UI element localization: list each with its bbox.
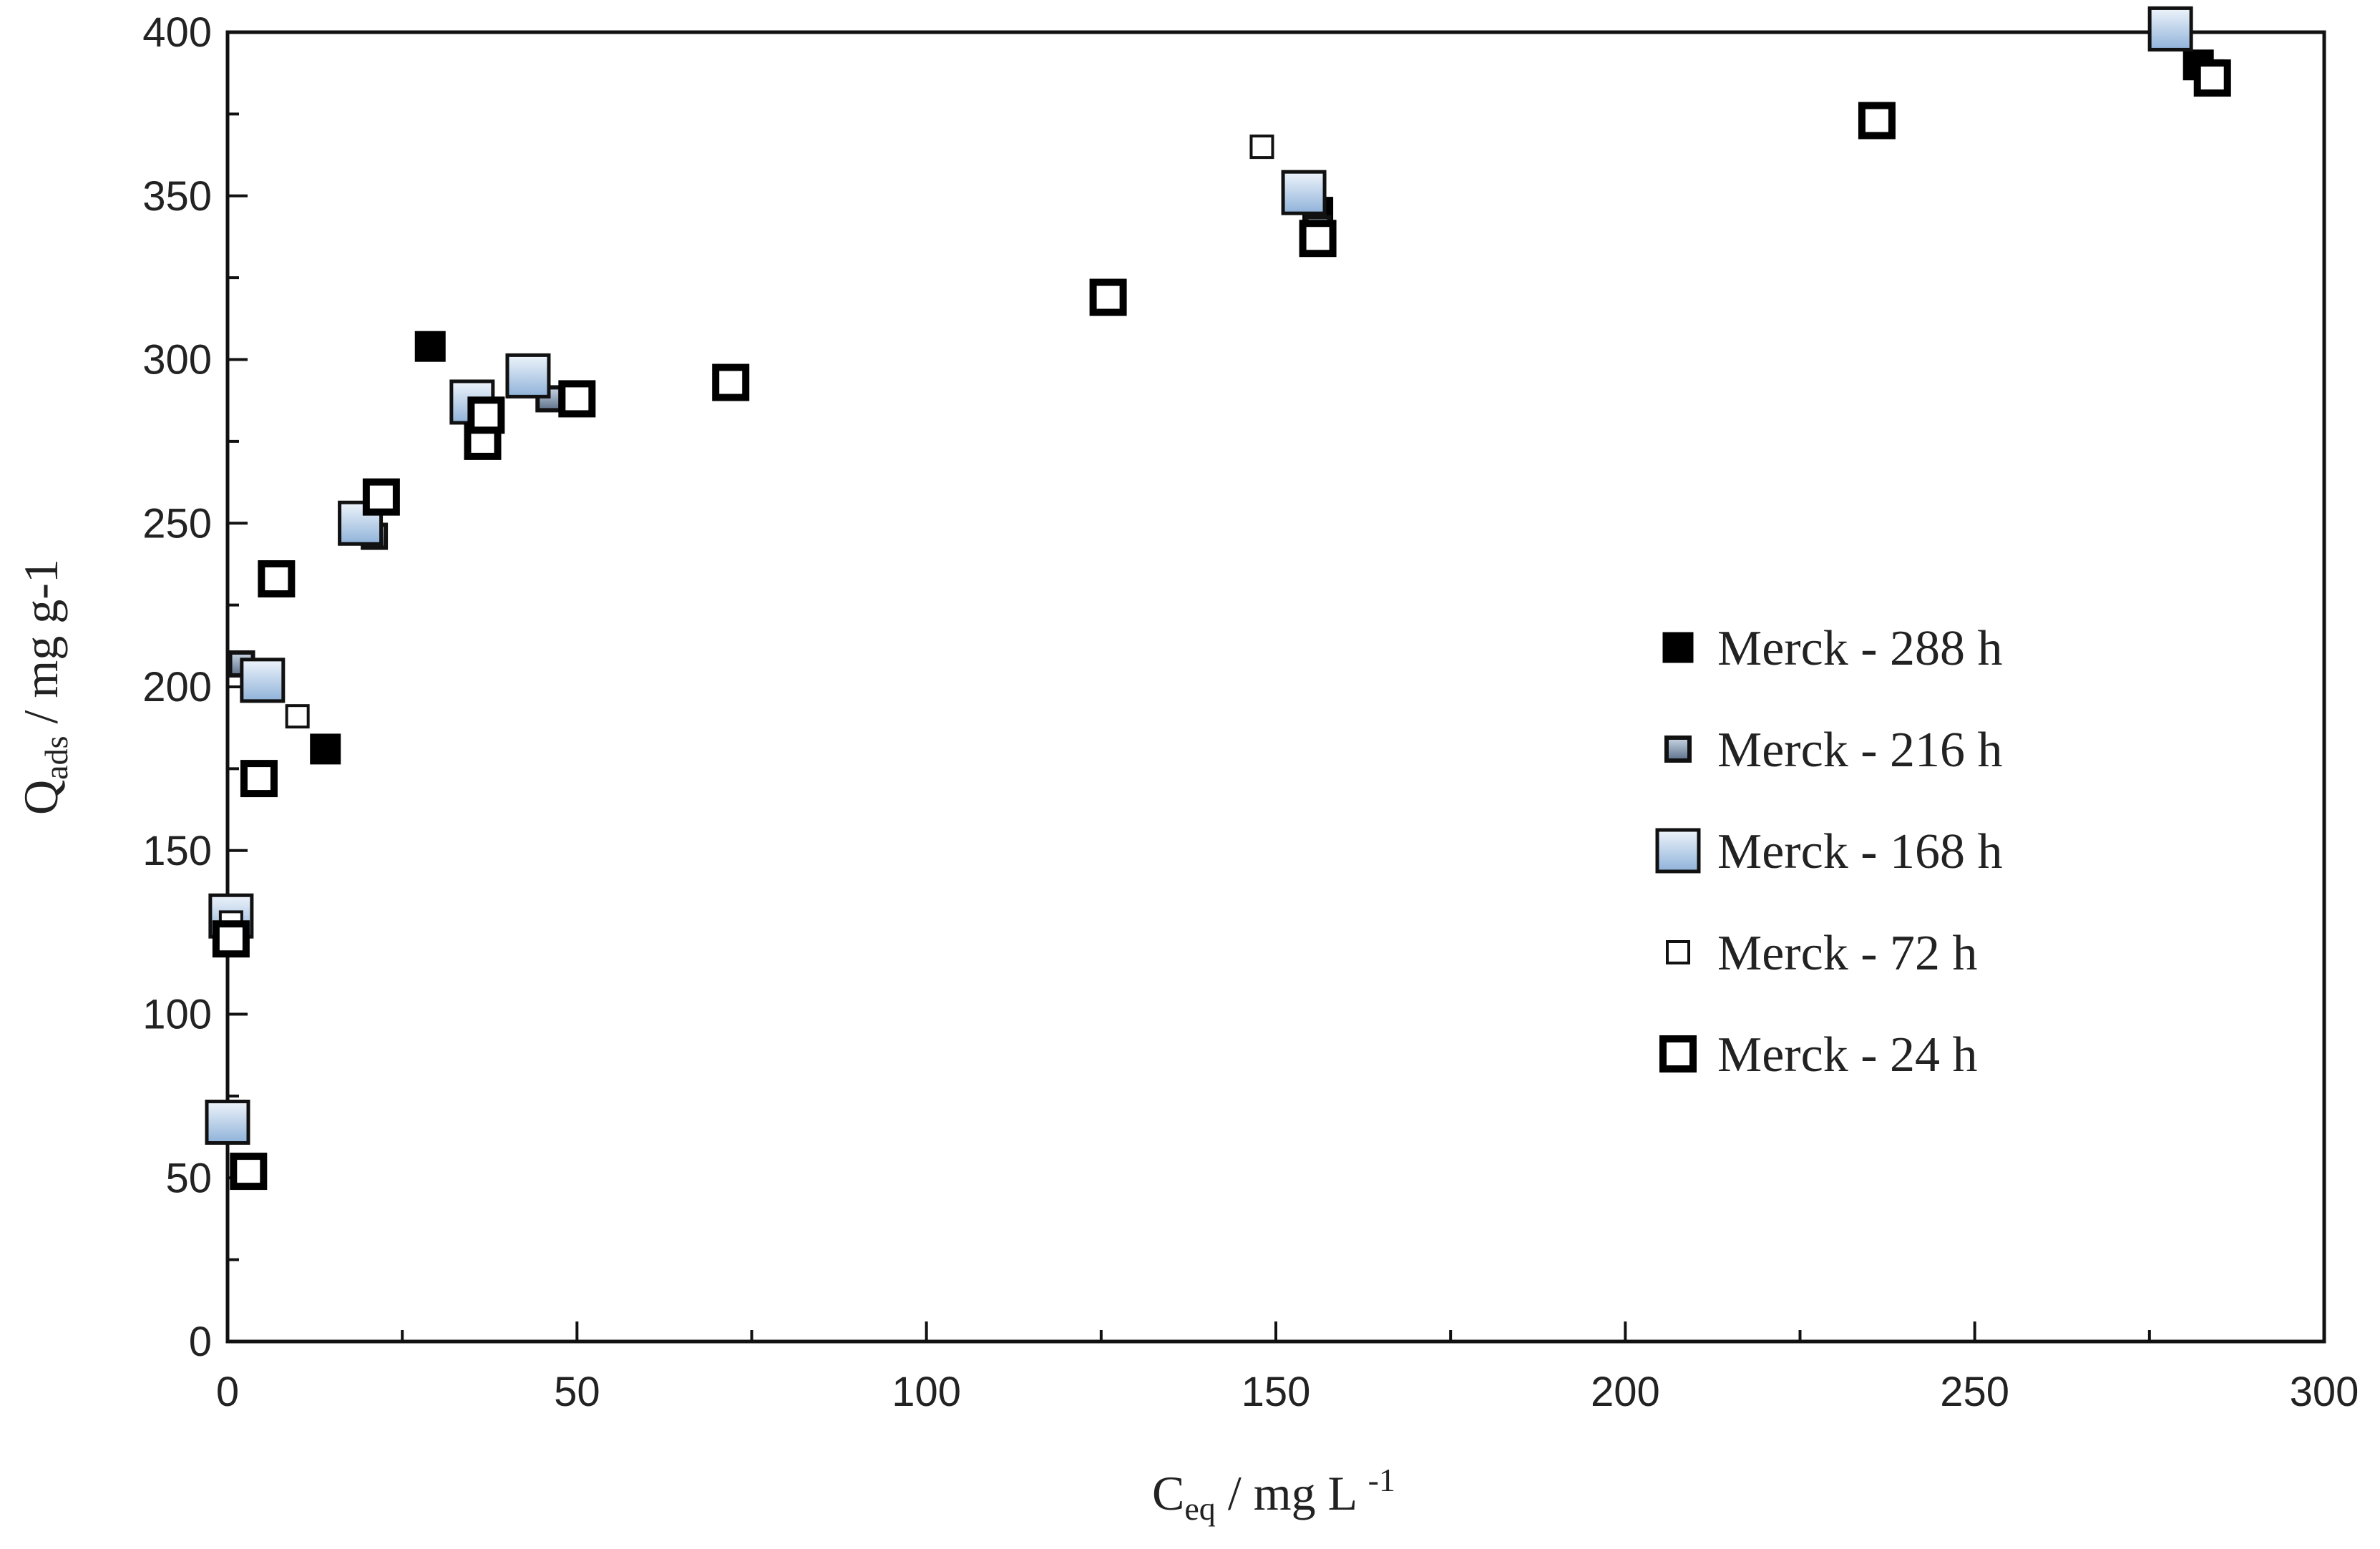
data-point	[467, 396, 505, 434]
data-point	[1089, 278, 1127, 316]
data-point	[414, 331, 446, 362]
y-axis-title-sub: ads	[38, 736, 74, 780]
y-tick-label: 350	[142, 173, 212, 220]
legend-item: Merck - 288 h	[1662, 621, 2003, 676]
x-axis-title-sup: -1	[1368, 1462, 1395, 1498]
x-tick-label: 300	[2290, 1369, 2359, 1415]
x-axis-title-sub: eq	[1184, 1490, 1215, 1527]
data-point	[240, 760, 278, 798]
legend-marker	[1664, 736, 1692, 763]
y-tick-label: 200	[142, 664, 212, 710]
series-4	[218, 59, 2225, 935]
data-point	[362, 478, 400, 516]
y-axis-title: Qads / mg g-1	[14, 559, 74, 815]
legend-label: Merck - 216 h	[1717, 723, 2003, 778]
legend-marker	[1662, 632, 1694, 663]
data-point	[230, 1153, 268, 1191]
legend-marker	[1659, 1035, 1697, 1072]
legend-label: Merck - 72 h	[1717, 926, 1978, 981]
x-axis-title-main: C	[1152, 1466, 1184, 1520]
data-point	[1299, 220, 1337, 258]
x-tick-label: 150	[1242, 1369, 1311, 1415]
y-tick-label: 0	[189, 1319, 212, 1365]
data-point	[505, 353, 551, 399]
data-point	[310, 733, 341, 765]
y-axis-title-rest: / mg g-1	[14, 559, 68, 736]
x-tick-label: 200	[1591, 1369, 1660, 1415]
data-point	[205, 1099, 250, 1145]
data-point	[338, 500, 384, 546]
data-point	[1281, 170, 1327, 215]
data-point	[2147, 6, 2193, 52]
x-axis-title-rest: / mg L	[1216, 1466, 1368, 1520]
y-tick-label: 50	[165, 1155, 212, 1201]
data-series	[205, 6, 2231, 1191]
x-tick-label: 100	[892, 1369, 961, 1415]
y-tick-label: 150	[142, 828, 212, 874]
data-point	[1858, 102, 1896, 140]
y-tick-label: 300	[142, 337, 212, 383]
legend-label: Merck - 168 h	[1717, 824, 2003, 879]
x-axis-ticks: 0 50 100 150 200 250 300	[216, 1321, 2359, 1415]
x-axis-title: Ceq / mg L -1	[1152, 1462, 1395, 1527]
x-tick-label: 0	[216, 1369, 239, 1415]
legend-label: Merck - 288 h	[1717, 621, 2003, 676]
data-point	[2193, 59, 2231, 97]
legend-marker	[1666, 940, 1690, 964]
legend-label: Merck - 24 h	[1717, 1027, 1978, 1083]
data-point	[258, 560, 296, 598]
x-tick-label: 250	[1940, 1369, 2009, 1415]
data-point	[240, 658, 286, 703]
legend: Merck - 288 h Merck - 216 h Merck - 168 h M…	[1655, 621, 2003, 1083]
legend-item: Merck - 24 h	[1659, 1027, 1978, 1083]
y-tick-label: 400	[142, 9, 212, 56]
x-tick-label: 50	[554, 1369, 600, 1415]
data-point	[1249, 135, 1274, 160]
data-point	[712, 363, 750, 401]
y-axis-title-main: Q	[14, 780, 68, 815]
legend-item: Merck - 216 h	[1664, 723, 2003, 778]
legend-item: Merck - 72 h	[1666, 926, 1978, 981]
y-axis-ticks: 0 50 100 150 200 250 300 350 400	[142, 9, 248, 1365]
plot-area	[225, 30, 2326, 1344]
data-point	[558, 380, 596, 418]
data-point	[285, 704, 310, 729]
y-tick-label: 100	[142, 992, 212, 1038]
series-5	[212, 59, 2231, 1191]
legend-item: Merck - 168 h	[1655, 824, 2003, 879]
data-point	[212, 920, 250, 958]
y-tick-label: 250	[142, 500, 212, 547]
plot-frame	[225, 30, 2326, 1344]
legend-marker	[1655, 828, 1701, 874]
